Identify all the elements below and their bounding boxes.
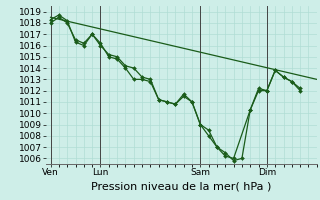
X-axis label: Pression niveau de la mer( hPa ): Pression niveau de la mer( hPa ) bbox=[92, 181, 272, 191]
